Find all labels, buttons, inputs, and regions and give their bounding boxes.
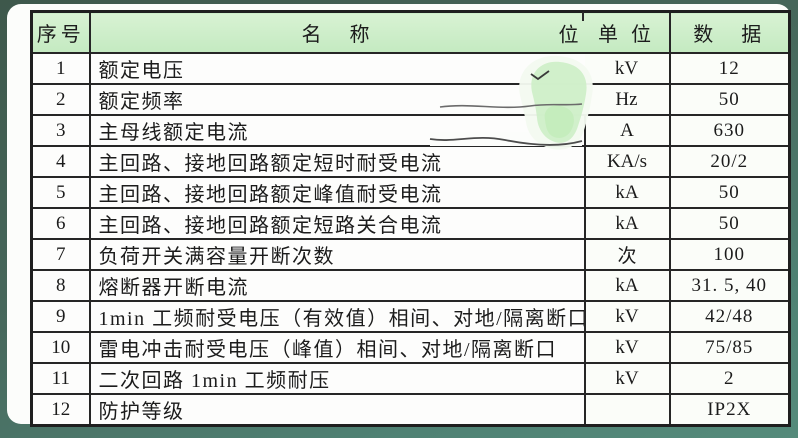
column-header-unit: 单 位 [584,10,671,54]
cell-name: 主母线额定电流 [88,114,586,147]
cell-no: 1 [30,52,91,85]
cell-unit [583,393,671,427]
cell-no: 3 [30,114,91,147]
cell-name: 额定电压 [88,52,585,85]
cell-name: 额定频率 [88,83,585,116]
spec-table: 序号 名 称 位 单 位 数 据 1 额定电压 kV 12 2 额定频率 Hz … [30,10,791,427]
cell-data: IP2X [668,393,791,427]
cell-data: 100 [668,238,791,271]
cell-no: 7 [30,238,91,271]
cell-no: 6 [30,207,91,240]
column-header-name-label: 名 称 [301,24,374,46]
cell-no: 4 [30,145,91,178]
cell-data: 20/2 [668,145,791,178]
cell-data: 50 [668,207,791,240]
cell-data: 31. 5, 40 [668,269,791,302]
table-row: 12 防护等级 IP2X [30,393,791,427]
cell-no: 2 [30,83,91,116]
header-row: 序号 名 称 位 单 位 数 据 [30,10,791,54]
cell-name: 主回路、接地回路额定短时耐受电流 [88,145,586,178]
cell-unit: 次 [583,238,671,271]
cell-unit: kV [583,362,671,395]
table-row: 6 主回路、接地回路额定短路关合电流 kA 50 [30,207,791,240]
cell-name: 熔断器开断电流 [88,269,586,302]
table-row: 11 二次回路 1min 工频耐压 kV 2 [30,362,791,395]
table-row: 8 熔断器开断电流 kA 31. 5, 40 [30,269,791,302]
header-artifact-text: 位 [558,24,579,46]
cell-name: 雷电冲击耐受电压（峰值）相间、对地/隔离断口 [88,331,586,364]
column-header-data: 数 据 [668,10,791,54]
cell-unit: Hz [584,83,671,116]
table-row: 4 主回路、接地回路额定短时耐受电流 KA/s 20/2 [30,145,791,178]
cell-name: 二次回路 1min 工频耐压 [88,362,586,395]
table-row: 7 负荷开关满容量开断次数 次 100 [30,238,791,271]
cell-data: 42/48 [668,300,791,333]
column-header-no: 序号 [30,10,91,54]
cell-data: 75/85 [668,331,791,364]
cell-unit: kV [583,300,671,333]
cell-name: 1min 工频耐受电压（有效值）相间、对地/隔离断口 [88,300,586,333]
cell-unit: kA [583,269,671,302]
cell-no: 9 [30,300,91,333]
cell-no: 8 [30,269,91,302]
cell-name: 主回路、接地回路额定峰值耐受电流 [88,176,586,209]
cell-unit: KA/s [583,145,671,178]
cell-unit: kV [584,52,671,85]
cell-no: 10 [30,331,91,364]
cell-no: 11 [30,362,91,395]
cell-data: 2 [668,362,791,395]
cell-name: 主回路、接地回路额定短路关合电流 [88,207,586,240]
table-row: 1 额定电压 kV 12 [30,52,791,85]
cell-unit: kA [583,207,671,240]
column-header-name: 名 称 位 [88,10,585,54]
cell-no: 5 [30,176,91,209]
cell-unit: A [583,114,671,147]
cell-name: 负荷开关满容量开断次数 [88,238,586,271]
cell-unit: kV [583,331,671,364]
cell-name: 防护等级 [88,393,586,427]
cell-data: 50 [668,83,791,116]
cell-data: 630 [668,114,791,147]
cell-data: 50 [668,176,791,209]
cell-unit: kA [583,176,671,209]
table-row: 3 主母线额定电流 A 630 [30,114,791,147]
cell-no: 12 [30,393,91,427]
cell-data: 12 [668,52,791,85]
table-row: 2 额定频率 Hz 50 [30,83,791,116]
table-row: 9 1min 工频耐受电压（有效值）相间、对地/隔离断口 kV 42/48 [30,300,791,333]
table-row: 10 雷电冲击耐受电压（峰值）相间、对地/隔离断口 kV 75/85 [30,331,791,364]
table-row: 5 主回路、接地回路额定峰值耐受电流 kA 50 [30,176,791,209]
